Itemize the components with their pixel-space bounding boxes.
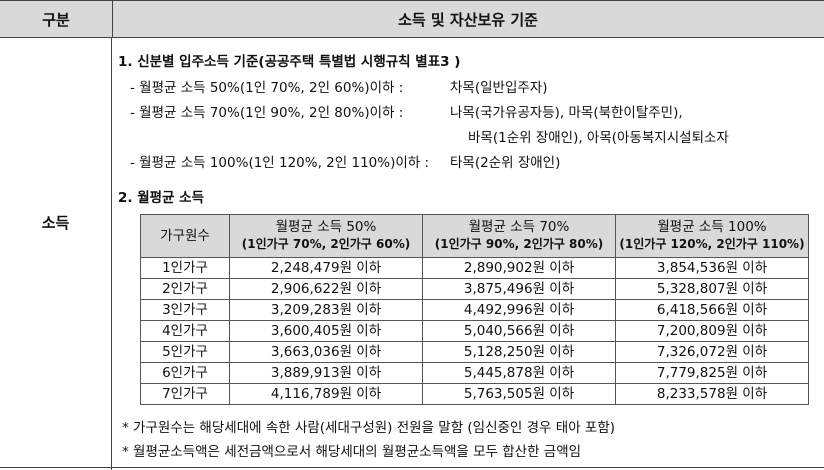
criteria-label-1: - 월평균 소득 50%(1인 70%, 2인 60%)이하 : <box>130 80 404 96</box>
income-header-row: 가구원수 월평균 소득 50% (1인가구 70%, 2인가구 60%) 월평균 … <box>140 214 809 258</box>
note-1: * 가구원수는 해당세대에 속한 사람(세대구성원) 전원을 말함 (임신중인 … <box>122 420 616 436</box>
note-2: * 월평균소득액은 세전금액으로서 해당세대의 월평균소득액을 모두 합산한 금… <box>122 444 582 460</box>
header-category: 구분 <box>0 1 113 37</box>
criteria-value-3: 타목(2순위 장애인) <box>450 155 561 171</box>
table-row: 5인가구 3,663,036원 이하 5,128,250원 이하 7,326,072원… <box>140 341 809 363</box>
header-row: 구분 소득 및 자산보유 기준 <box>0 0 824 38</box>
category-label: 소득 <box>41 213 70 232</box>
table-row: 1인가구 2,248,479원 이하 2,890,902원 이하 3,854,536원… <box>140 257 809 279</box>
bottom-border <box>0 467 824 468</box>
col-70: 월평균 소득 70% (1인가구 90%, 2인가구 80%) <box>422 214 616 258</box>
criteria-line-3: - 월평균 소득 100%(1인 120%, 2인 110%)이하 : 타목(2순… <box>130 151 560 171</box>
criteria-value-2b: 바목(1순위 장애인), 아목(아동복지시설퇴소자 <box>468 130 729 146</box>
criteria-line-1: - 월평균 소득 50%(1인 70%, 2인 60%)이하 : 차목(일반입주자… <box>130 76 547 96</box>
table-row: 3인가구 3,209,283원 이하 4,492,996원 이하 6,418,566원… <box>140 299 809 321</box>
income-table: 가구원수 월평균 소득 50% (1인가구 70%, 2인가구 60%) 월평균 … <box>140 214 809 405</box>
criteria-content: 1. 신분별 입주소득 기준(공공주택 특별법 시행규칙 별표3 ) - 월평균… <box>112 38 824 470</box>
criteria-value-2: 나목(국가유공자등), 마목(북한이탈주민), <box>450 105 683 121</box>
table-row: 2인가구 2,906,622원 이하 3,875,496원 이하 5,328,807원… <box>140 278 809 300</box>
table-row: 4인가구 3,600,405원 이하 5,040,566원 이하 7,200,809원… <box>140 320 809 342</box>
criteria-line-2: - 월평균 소득 70%(1인 90%, 2인 80%)이하 : 나목(국가유공자… <box>130 101 683 121</box>
criteria-label-2: - 월평균 소득 70%(1인 90%, 2인 80%)이하 : <box>130 105 404 121</box>
section1-title: 1. 신분별 입주소득 기준(공공주택 특별법 시행규칙 별표3 ) <box>118 54 461 70</box>
col-50: 월평균 소득 50% (1인가구 70%, 2인가구 60%) <box>229 214 423 258</box>
table-row: 7인가구 4,116,789원 이하 5,763,505원 이하 8,233,578원… <box>140 383 809 405</box>
section2-title: 2. 월평균 소득 <box>118 190 205 206</box>
category-cell: 소득 <box>0 38 112 470</box>
col-household: 가구원수 <box>140 214 230 258</box>
col-100: 월평균 소득 100% (1인가구 120%, 2인가구 110%) <box>615 214 809 258</box>
criteria-value-1: 차목(일반입주자) <box>450 80 548 96</box>
header-criteria: 소득 및 자산보유 기준 <box>398 10 538 29</box>
table-row: 6인가구 3,889,913원 이하 5,445,878원 이하 7,779,825원… <box>140 362 809 384</box>
criteria-label-3: - 월평균 소득 100%(1인 120%, 2인 110%)이하 : <box>130 155 430 171</box>
